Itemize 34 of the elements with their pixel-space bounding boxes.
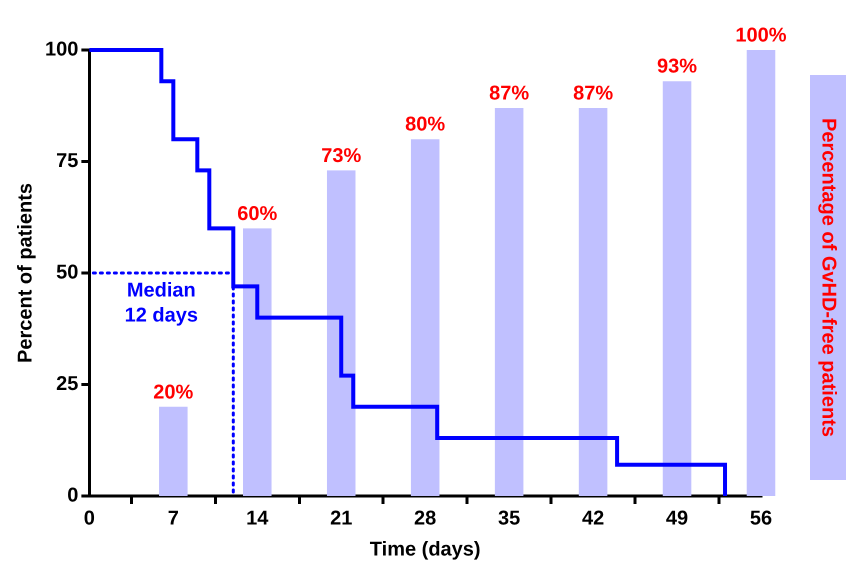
x-axis-title: Time (days) [370, 538, 481, 561]
x-tick-label: 49 [666, 508, 688, 530]
x-tick-label: 28 [414, 508, 436, 530]
bar [494, 108, 524, 496]
x-tick-label: 21 [330, 508, 352, 530]
x-tick-label: 0 [84, 508, 95, 530]
data-label: 80% [405, 114, 446, 136]
data-label: 93% [657, 56, 698, 78]
bar [662, 81, 692, 496]
data-label: 73% [321, 144, 362, 167]
bar [746, 50, 776, 496]
x-tick-label: 7 [168, 508, 179, 530]
data-label: 60% [237, 202, 278, 225]
bar [159, 406, 188, 496]
y-tick-label: 25 [56, 373, 78, 396]
bar [410, 139, 440, 496]
data-label: 87% [573, 82, 614, 104]
y-tick-label: 50 [56, 262, 78, 284]
bar [326, 170, 356, 496]
annotation: Median 12 days [124, 280, 198, 327]
y-axis-title: Percent of patients [14, 182, 37, 364]
y-tick-label: 0 [67, 484, 78, 507]
x-tick-label: 42 [582, 508, 604, 530]
data-label: 20% [153, 381, 194, 404]
y-tick-label: 100 [44, 38, 78, 61]
x-tick-label: 35 [498, 508, 520, 530]
x-tick-label: 56 [750, 508, 772, 530]
data-label: 100% [735, 24, 787, 47]
bar [578, 108, 608, 496]
y-tick-label: 75 [56, 150, 78, 172]
data-label: 87% [489, 82, 530, 104]
bar [243, 228, 272, 496]
y2-axis-title: Percentage of GvHD-free patients [816, 118, 840, 437]
x-tick-label: 14 [246, 508, 270, 530]
